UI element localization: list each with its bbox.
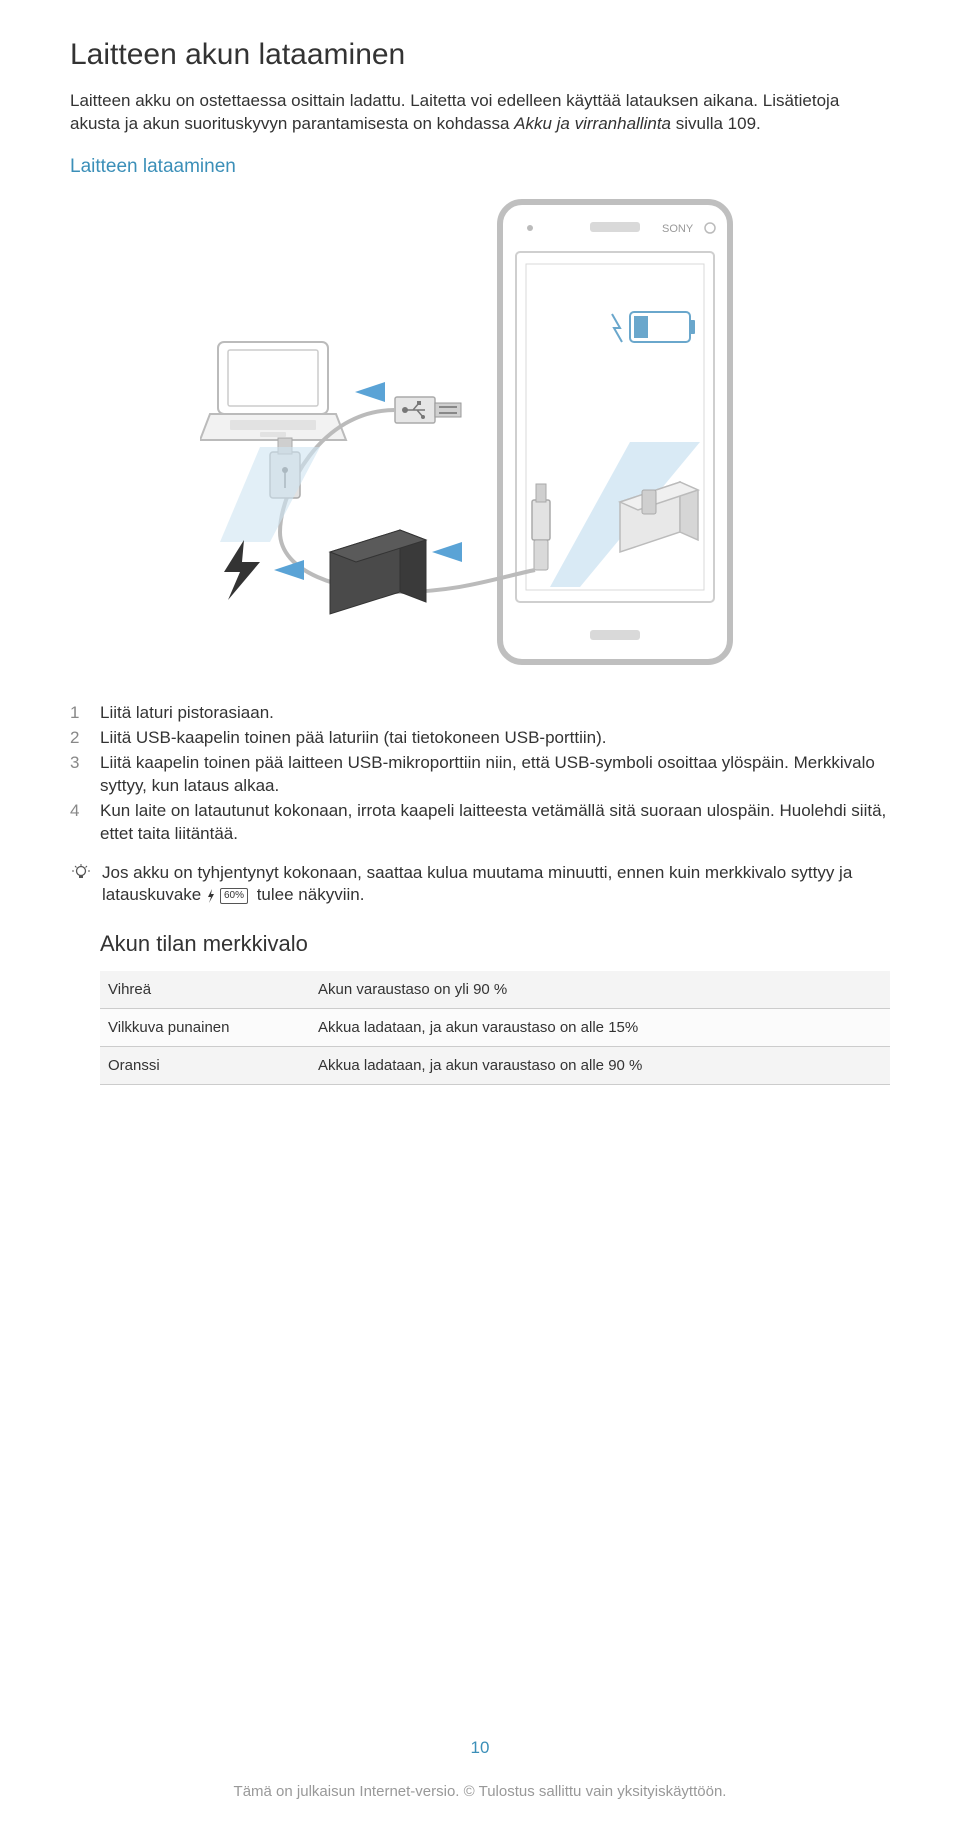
step-item: Kun laite on latautunut kokonaan, irrota… (70, 800, 890, 846)
tip-row: Jos akku on tyhjentynyt kokonaan, saatta… (70, 862, 890, 908)
intro-paragraph: Laitteen akku on ostettaessa osittain la… (70, 90, 890, 136)
page-number: 10 (0, 1738, 960, 1758)
charging-diagram: SONY (70, 192, 890, 672)
table-row: Vilkkuva punainen Akkua ladataan, ja aku… (100, 1009, 890, 1047)
status-desc: Akkua ladataan, ja akun varaustaso on al… (310, 1009, 890, 1047)
step-item: Liitä laturi pistorasiaan. (70, 702, 890, 725)
status-color: Vihreä (100, 971, 310, 1009)
status-desc: Akun varaustaso on yli 90 % (310, 971, 890, 1009)
intro-text-2: sivulla 109. (671, 114, 761, 133)
step-item: Liitä kaapelin toinen pää laitteen USB-m… (70, 752, 890, 798)
steps-list: Liitä laturi pistorasiaan. Liitä USB-kaa… (70, 702, 890, 846)
svg-text:SONY: SONY (662, 223, 694, 235)
tip-bulb-icon (72, 864, 90, 887)
intro-italic: Akku ja virranhallinta (514, 114, 671, 133)
status-desc: Akkua ladataan, ja akun varaustaso on al… (310, 1047, 890, 1085)
tip-part2: tulee näkyviin. (257, 885, 365, 904)
status-table: Vihreä Akun varaustaso on yli 90 % Vilkk… (100, 971, 890, 1085)
status-color: Oranssi (100, 1047, 310, 1085)
tip-text: Jos akku on tyhjentynyt kokonaan, saatta… (102, 862, 890, 908)
subheading: Laitteen lataaminen (70, 156, 890, 178)
table-row: Oranssi Akkua ladataan, ja akun varausta… (100, 1047, 890, 1085)
battery-60-badge: 60% (220, 888, 248, 904)
status-color: Vilkkuva punainen (100, 1009, 310, 1047)
table-row: Vihreä Akun varaustaso on yli 90 % (100, 971, 890, 1009)
step-item: Liitä USB-kaapelin toinen pää laturiin (… (70, 727, 890, 750)
footer-text: Tämä on julkaisun Internet-versio. © Tul… (0, 1783, 960, 1800)
status-heading: Akun tilan merkkivalo (100, 931, 890, 957)
page-title: Laitteen akun lataaminen (70, 38, 890, 72)
